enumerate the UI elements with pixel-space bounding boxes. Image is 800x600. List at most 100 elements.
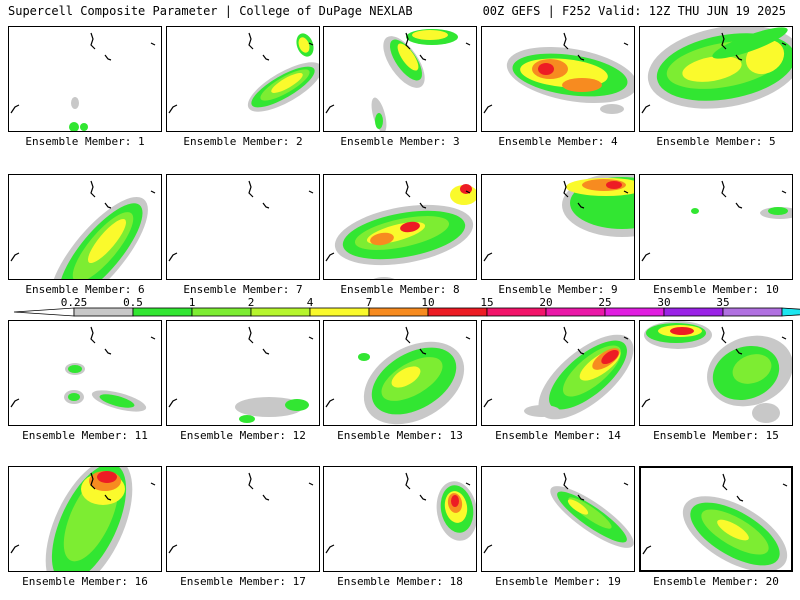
member-map: [325, 472, 476, 554]
panel-label: Ensemble Member: 14: [495, 429, 621, 442]
panel-label: Ensemble Member: 16: [22, 575, 148, 588]
coastline: [104, 348, 112, 355]
colorbar-segment: [73, 307, 134, 317]
ensemble-member-panel-20[interactable]: [639, 466, 793, 572]
coastline: [623, 336, 629, 340]
colorbar-segment: [545, 307, 606, 317]
scp-contour-fill: [712, 27, 788, 59]
scp-contour-fill: [717, 519, 749, 541]
map-title: Supercell Composite Parameter | College …: [8, 4, 413, 18]
coastline: [465, 482, 471, 486]
ensemble-member-panel-2[interactable]: [166, 26, 320, 132]
member-map: [483, 32, 634, 114]
member-map: [325, 29, 471, 131]
member-map: [483, 326, 634, 420]
ensemble-member-panel-14[interactable]: [481, 320, 635, 426]
coastline: [736, 495, 744, 502]
ensemble-member-panel-1[interactable]: [8, 26, 162, 132]
scp-contour-fill: [670, 327, 694, 335]
scp-contour-fill: [400, 221, 420, 233]
coastline: [465, 42, 471, 46]
scp-contour-fill: [271, 73, 303, 93]
colorbar-tick-label: 1: [188, 296, 196, 309]
coastline: [721, 180, 727, 198]
colorbar-segment: [191, 307, 252, 317]
coastline: [10, 544, 20, 554]
scp-contour-fill: [71, 97, 79, 109]
ensemble-member-panel-7[interactable]: [166, 174, 320, 280]
panel-label: Ensemble Member: 19: [495, 575, 621, 588]
coastline: [641, 398, 651, 408]
scp-contour-fill: [732, 354, 772, 384]
panel-label: Ensemble Member: 11: [22, 429, 148, 442]
coastline: [483, 252, 493, 262]
coastline: [782, 483, 788, 487]
ensemble-member-panel-4[interactable]: [481, 26, 635, 132]
ensemble-member-panel-8[interactable]: [323, 174, 477, 280]
scp-contour-fill: [691, 208, 699, 214]
coastline: [10, 252, 20, 262]
coastline: [150, 42, 156, 46]
colorbar-tick-label: 10: [421, 296, 435, 309]
ensemble-member-panel-10[interactable]: [639, 174, 793, 280]
coastline: [563, 32, 569, 50]
coastline: [90, 180, 96, 198]
ensemble-member-panel-18[interactable]: [323, 466, 477, 572]
colorbar-tick-label: 4: [306, 296, 314, 309]
coastline: [248, 32, 254, 50]
ensemble-member-panel-19[interactable]: [481, 466, 635, 572]
colorbar-tick-label: 25: [598, 296, 612, 309]
ensemble-member-panel-12[interactable]: [166, 320, 320, 426]
coastline: [168, 252, 178, 262]
scp-contour-fill: [768, 207, 788, 215]
colorbar-tick-label: 0.5: [123, 296, 143, 309]
panel-label: Ensemble Member: 15: [653, 429, 779, 442]
coastline: [308, 336, 314, 340]
ensemble-member-panel-6[interactable]: [8, 174, 162, 280]
coastline: [168, 544, 178, 554]
ensemble-member-panel-9[interactable]: [481, 174, 635, 280]
coastline: [419, 348, 427, 355]
coastline: [10, 398, 20, 408]
coastline: [168, 398, 178, 408]
scp-contour-fill: [752, 403, 780, 423]
ensemble-member-panel-13[interactable]: [323, 320, 477, 426]
ensemble-member-panel-5[interactable]: [639, 26, 793, 132]
ensemble-member-panel-3[interactable]: [323, 26, 477, 132]
ensemble-member-panel-11[interactable]: [8, 320, 162, 426]
colorbar-segment: [604, 307, 665, 317]
scp-contour-fill: [97, 471, 117, 483]
coastline: [623, 190, 629, 194]
ensemble-member-panel-15[interactable]: [639, 320, 793, 426]
coastline: [150, 336, 156, 340]
coastline: [168, 104, 178, 114]
colorbar-segment: [486, 307, 547, 317]
coastline: [465, 190, 471, 194]
colorbar-segment: [722, 307, 783, 317]
coastline: [577, 54, 585, 61]
coastline: [325, 398, 335, 408]
colorbar-tick-label: 30: [657, 296, 671, 309]
scp-contour-fill: [87, 218, 127, 264]
scp-contour-fill: [99, 394, 135, 408]
panel-label: Ensemble Member: 9: [498, 283, 618, 296]
coastline: [325, 252, 335, 262]
coastline: [150, 190, 156, 194]
colorbar: [13, 307, 800, 317]
scp-contour-fill: [451, 495, 459, 507]
coastline: [465, 336, 471, 340]
coastline: [308, 190, 314, 194]
coastline: [405, 326, 411, 344]
coastline: [577, 348, 585, 355]
coastline: [563, 326, 569, 344]
coastline: [10, 104, 20, 114]
scp-contour-fill: [298, 37, 310, 53]
ensemble-member-panel-17[interactable]: [166, 466, 320, 572]
coastline: [641, 252, 651, 262]
colorbar-tick-label: 0.25: [60, 296, 88, 309]
ensemble-member-panel-16[interactable]: [8, 466, 162, 572]
scp-contour-fill: [567, 499, 589, 515]
coastline: [262, 348, 270, 355]
panel-label: Ensemble Member: 1: [25, 135, 145, 148]
member-map: [168, 32, 319, 114]
